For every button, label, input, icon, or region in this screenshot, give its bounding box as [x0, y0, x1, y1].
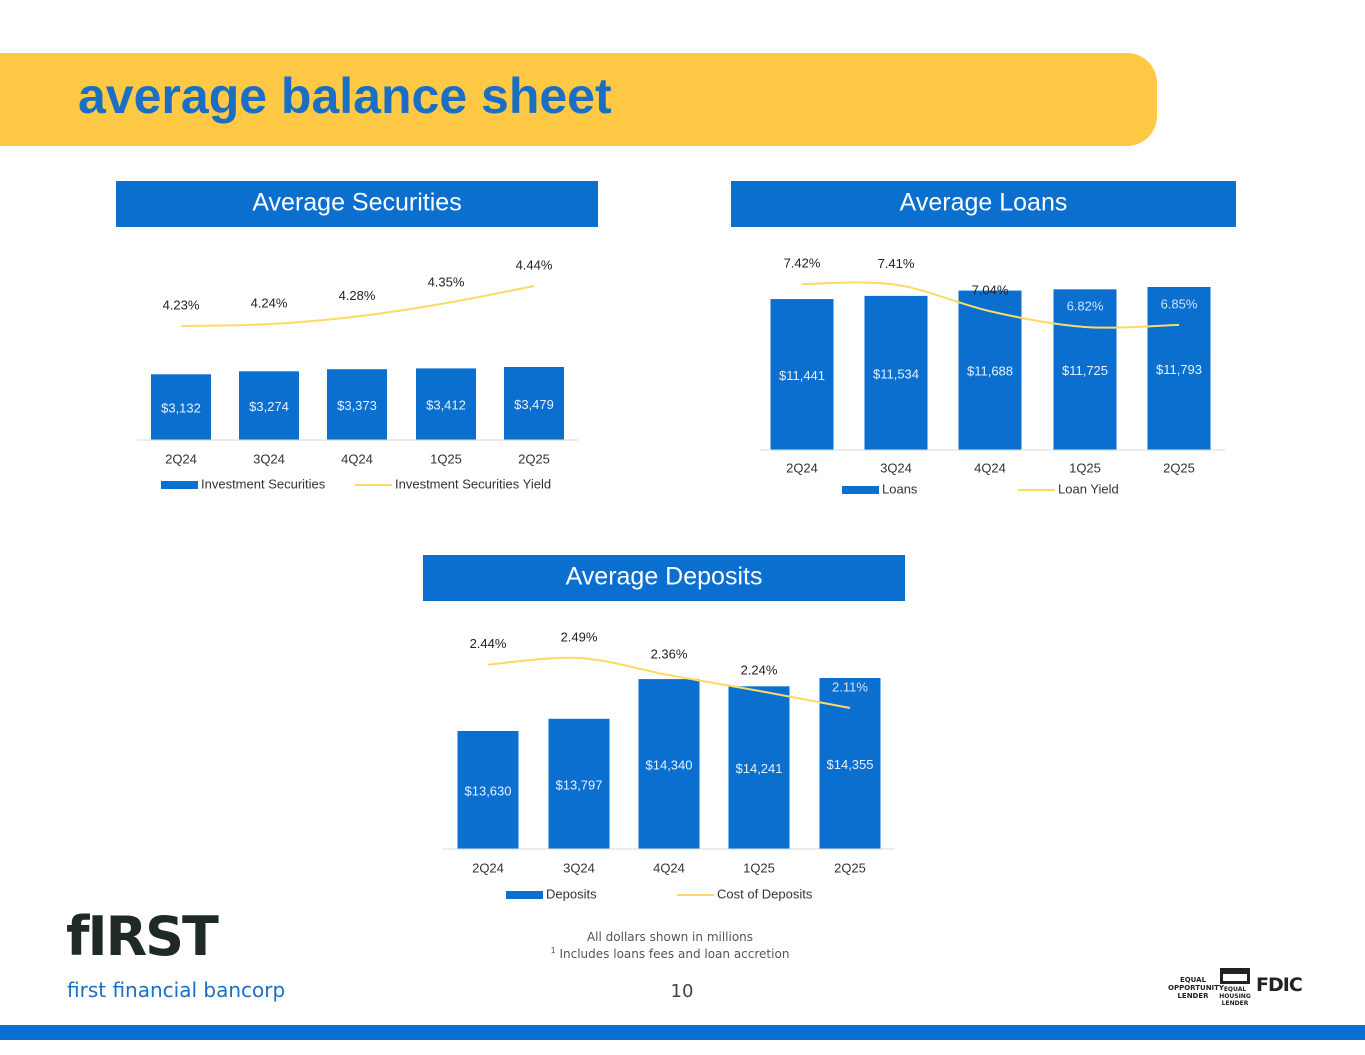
logo-name: first financial bancorp — [67, 978, 286, 1002]
page-number: 10 — [670, 981, 694, 1002]
yield-label: 4.35% — [428, 275, 465, 290]
yield-label: 4.44% — [516, 257, 553, 272]
x-tick-label: 4Q24 — [974, 460, 1006, 475]
chart-title-box — [116, 181, 598, 227]
bar — [864, 295, 928, 450]
note: All dollars shown in millions — [586, 930, 754, 944]
bar — [958, 290, 1022, 450]
yield-label: 7.42% — [784, 255, 821, 270]
logo-mark: fIRST — [66, 905, 219, 968]
badge: EQUAL OPPORTUNITY LENDER — [1168, 976, 1225, 1000]
x-tick-label: 1Q25 — [743, 860, 775, 875]
yield-line — [487, 656, 851, 709]
yield-line — [180, 285, 535, 327]
bar-label: $3,373 — [337, 398, 377, 413]
legend-swatch — [506, 891, 543, 899]
yield-label: 7.04% — [972, 283, 1009, 298]
bar-label: $14,340 — [646, 757, 693, 772]
bar — [819, 678, 881, 849]
note-marker: 1 — [550, 946, 556, 955]
bar-label: $11,793 — [1156, 362, 1202, 377]
yield-label: 7.41% — [878, 256, 915, 271]
bar — [239, 371, 299, 440]
x-tick-label: 3Q24 — [880, 460, 912, 475]
chart-title-box — [423, 555, 905, 601]
legend-label: Investment Securities — [201, 476, 326, 491]
yield-label: 2.49% — [561, 629, 598, 644]
yield-label: 4.28% — [339, 288, 376, 303]
yield-label: 4.23% — [163, 297, 200, 312]
badge: EQUAL HOUSING LENDER — [1219, 986, 1251, 1007]
bar — [1147, 287, 1211, 450]
chart-title: Average Deposits — [566, 563, 763, 591]
bar — [1053, 289, 1117, 450]
bar-label: $11,725 — [1062, 363, 1108, 378]
bar — [327, 369, 387, 440]
bar-label: $3,274 — [249, 399, 289, 414]
bar — [548, 718, 610, 849]
bar — [457, 730, 519, 849]
x-tick-label: 3Q24 — [253, 451, 285, 466]
chart-title-box — [731, 181, 1236, 227]
bar — [638, 679, 700, 849]
bar-label: $11,688 — [967, 364, 1013, 379]
bar — [504, 367, 564, 440]
x-tick-label: 2Q25 — [518, 451, 550, 466]
yield-label: 6.82% — [1067, 298, 1104, 313]
bar-label: $13,797 — [556, 777, 603, 792]
bar — [770, 299, 834, 450]
yield-label: 2.11% — [832, 679, 868, 694]
x-tick-label: 2Q25 — [1163, 460, 1195, 475]
legend-label: Loans — [882, 481, 918, 496]
bar — [416, 368, 476, 440]
x-tick-label: 3Q24 — [563, 860, 595, 875]
legend-label: Deposits — [546, 886, 597, 901]
yield-label: 6.85% — [1161, 296, 1198, 311]
x-tick-label: 2Q24 — [786, 460, 818, 475]
bar-label: $3,412 — [426, 398, 466, 413]
x-tick-label: 2Q25 — [834, 860, 866, 875]
page-title: average balance sheet — [78, 68, 612, 124]
yield-label: 4.24% — [251, 296, 288, 311]
x-tick-label: 1Q25 — [430, 451, 462, 466]
bar — [728, 686, 790, 849]
legend-label: Loan Yield — [1058, 481, 1119, 496]
header-band — [0, 53, 1157, 146]
bar-label: $3,479 — [514, 397, 554, 412]
bar-label: $13,630 — [465, 783, 512, 798]
yield-line — [801, 281, 1180, 329]
legend-swatch — [161, 481, 198, 489]
legend-swatch — [842, 486, 879, 494]
yield-label: 2.36% — [651, 647, 688, 662]
charts: Average Securities $3,132 2Q24 $3,274 3Q24 $3… — [116, 181, 1236, 901]
badge: FDIC — [1256, 974, 1303, 996]
note: 1 Includes loans fees and loan accretion — [470, 946, 870, 961]
chart-title: Average Securities — [252, 189, 461, 217]
legend-label: Cost of Deposits — [717, 886, 813, 901]
bar-label: $3,132 — [161, 401, 201, 416]
bar — [151, 374, 211, 440]
yield-label: 2.44% — [470, 636, 507, 651]
housing-icon — [1220, 968, 1250, 984]
x-tick-label: 2Q24 — [165, 451, 197, 466]
bar-label: $14,355 — [827, 757, 874, 772]
x-tick-label: 4Q24 — [653, 860, 685, 875]
x-tick-label: 4Q24 — [341, 451, 373, 466]
bar-label: $14,241 — [736, 761, 783, 776]
yield-label: 2.24% — [741, 662, 778, 677]
x-tick-label: 1Q25 — [1069, 460, 1101, 475]
bar-label: $11,441 — [779, 368, 825, 383]
chart-title: Average Loans — [900, 189, 1068, 217]
legend-label: Investment Securities Yield — [395, 476, 551, 491]
note-text: Includes loans fees and loan accretion — [559, 947, 790, 961]
footer-band — [0, 1025, 1365, 1040]
x-tick-label: 2Q24 — [472, 860, 504, 875]
bar-label: $11,534 — [873, 366, 919, 381]
